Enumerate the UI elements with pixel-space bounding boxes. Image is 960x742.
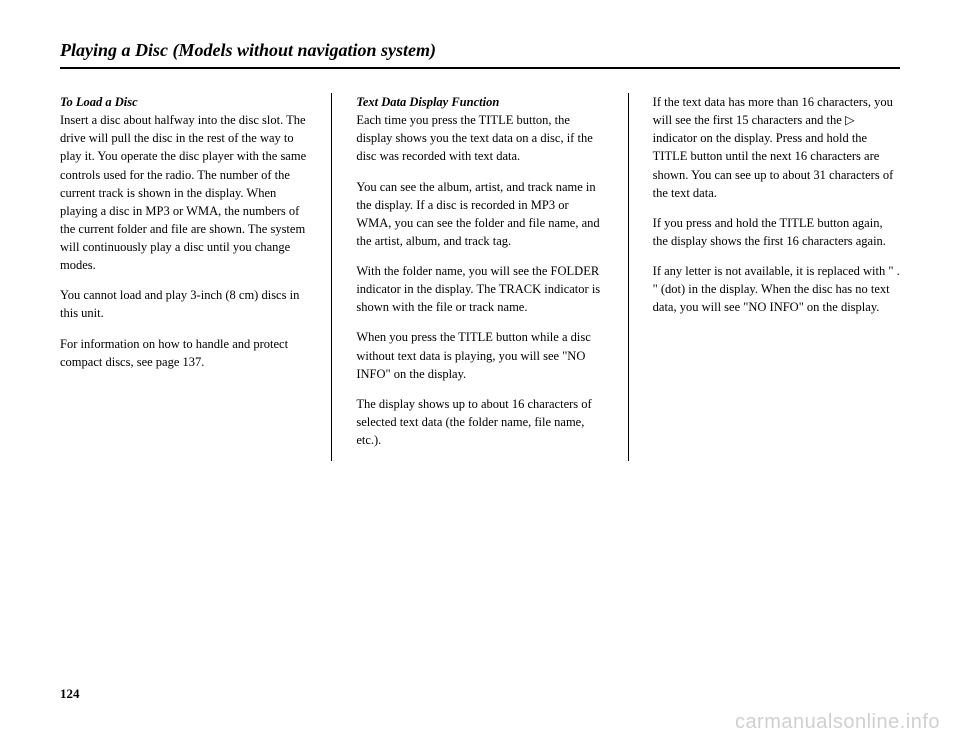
col1-para-2: You cannot load and play 3-inch (8 cm) d… — [60, 286, 307, 322]
col2-p1-text: Each time you press the TITLE button, th… — [356, 113, 592, 163]
col2-para-2: You can see the album, artist, and track… — [356, 178, 603, 251]
page-title: Playing a Disc (Models without navigatio… — [60, 40, 900, 61]
column-divider-2 — [628, 93, 629, 461]
col3-p1a-text: If the text data has more than 16 charac… — [653, 95, 893, 127]
col2-para-3: With the folder name, you will see the F… — [356, 262, 603, 316]
col1-subhead: To Load a Disc — [60, 95, 138, 109]
content-columns: To Load a Disc Insert a disc about halfwa… — [60, 93, 900, 461]
col3-para-3: If any letter is not available, it is re… — [653, 262, 900, 316]
col1-para-3: For information on how to handle and pro… — [60, 335, 307, 371]
col3-p1b-text: indicator on the display. Press and hold… — [653, 131, 894, 199]
title-rule — [60, 67, 900, 69]
triangle-indicator-icon: ▷ — [845, 113, 855, 127]
column-1: To Load a Disc Insert a disc about halfwa… — [60, 93, 307, 461]
page-number: 124 — [60, 686, 80, 702]
col2-para-4: When you press the TITLE button while a … — [356, 328, 603, 382]
column-divider-1 — [331, 93, 332, 461]
col1-p1-text: Insert a disc about halfway into the dis… — [60, 113, 306, 272]
watermark: carmanualsonline.info — [735, 711, 940, 734]
col1-para-1: To Load a Disc Insert a disc about halfwa… — [60, 93, 307, 274]
col3-para-1: If the text data has more than 16 charac… — [653, 93, 900, 202]
col2-para-1: Text Data Display Function Each time you … — [356, 93, 603, 166]
column-3: If the text data has more than 16 charac… — [653, 93, 900, 461]
column-2: Text Data Display Function Each time you … — [356, 93, 603, 461]
col2-para-5: The display shows up to about 16 charact… — [356, 395, 603, 449]
col2-subhead: Text Data Display Function — [356, 95, 499, 109]
col3-para-2: If you press and hold the TITLE button a… — [653, 214, 900, 250]
